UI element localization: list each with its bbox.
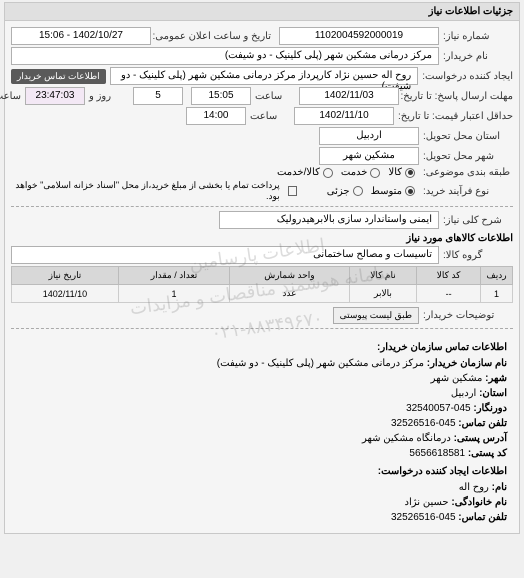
time-remain-label: ساعت باقی مانده [0, 91, 21, 102]
valid-time-field: 14:00 [186, 107, 246, 125]
creator-title: اطلاعات ایجاد کننده درخواست: [17, 464, 507, 479]
pay-label: نوع فرآیند خرید: [423, 186, 513, 197]
attach-button[interactable]: طبق لیست پیوستی [333, 307, 419, 324]
col-code: کد کالا [417, 267, 481, 285]
col-name: نام کالا [349, 267, 417, 285]
main-panel: جزئیات اطلاعات نیاز شماره نیاز: 11020045… [4, 2, 520, 534]
cell-date: 1402/11/10 [12, 285, 119, 303]
days-remain-field: 5 [133, 87, 183, 105]
postcode-label: کد پستی: [468, 448, 507, 459]
org-label: نام سازمان خریدار: [427, 358, 507, 369]
table-row: 1 -- بالابر عدد 1 1402/11/10 [12, 285, 513, 303]
phone-label: تلفن تماس: [458, 418, 507, 429]
cell-index: 1 [481, 285, 513, 303]
notes-label: توضیحات خریدار: [423, 310, 513, 321]
pay-check-label: پرداخت تمام یا بخشی از مبلغ خرید،از محل … [11, 180, 280, 202]
pay-checkbox[interactable] [288, 186, 298, 196]
phone-value: 045-32526516 [391, 418, 456, 429]
panel-title: جزئیات اطلاعات نیاز [5, 3, 519, 21]
fax-label: دورنگار: [473, 403, 507, 414]
address-value: درمانگاه مشکین شهر [362, 433, 451, 444]
first-value: روح اله [459, 482, 489, 493]
pay-opt-0[interactable]: متوسط [371, 186, 415, 197]
items-title: اطلاعات کالاهای مورد نیاز [11, 233, 513, 244]
contact-title: اطلاعات تماس سازمان خریدار: [17, 340, 507, 355]
radio-icon [353, 186, 363, 196]
valid-time-label: ساعت [250, 111, 290, 122]
pay-opt-1[interactable]: جزئی [327, 186, 363, 197]
creator-label: ایجاد کننده درخواست: [422, 71, 513, 82]
contact-province-label: استان: [479, 388, 507, 399]
time-remain-field: 23:47:03 [25, 87, 85, 105]
org-value: مرکز درمانی مشکین شهر (پلی کلینیک - دو ش… [217, 358, 424, 369]
cat-opt-2[interactable]: کالا/خدمت [277, 167, 333, 178]
cell-qty: 1 [118, 285, 229, 303]
group-field: تاسیسات و مصالح ساختمانی [11, 246, 439, 264]
cat-opt-0[interactable]: کالا [388, 167, 415, 178]
announce-field: 1402/10/27 - 15:06 [11, 27, 151, 45]
valid-label: حداقل اعتبار قیمت: تا تاریخ: [398, 111, 513, 122]
last-label: نام خانوادگی: [451, 497, 507, 508]
table-header-row: ردیف کد کالا نام کالا واحد شمارش تعداد /… [12, 267, 513, 285]
deadline-date-field: 1402/11/03 [299, 87, 399, 105]
cphone-value: 045-32526516 [391, 512, 456, 523]
days-remain-label: روز و [89, 91, 129, 102]
cell-name: بالابر [349, 285, 417, 303]
deadline-time-field: 15:05 [191, 87, 251, 105]
request-no-field: 1102004592000019 [279, 27, 439, 45]
deadline-label: مهلت ارسال پاسخ: تا تاریخ: [403, 91, 513, 102]
cphone-label: تلفن تماس: [458, 512, 507, 523]
postcode-value: 5656618581 [409, 448, 465, 459]
separator [11, 328, 513, 329]
radio-icon [405, 168, 415, 178]
radio-icon [323, 168, 333, 178]
items-table: ردیف کد کالا نام کالا واحد شمارش تعداد /… [11, 266, 513, 303]
creator-field: روح اله حسین نژاد کارپرداز مرکز درمانی م… [110, 67, 419, 85]
buyer-name-label: نام خریدار: [443, 51, 513, 62]
radio-icon [405, 186, 415, 196]
desc-label: شرح کلی نیاز: [443, 215, 513, 226]
contact-province-value: اردبیل [451, 388, 476, 399]
col-unit: واحد شمارش [230, 267, 349, 285]
contact-city-label: شهر: [485, 373, 507, 384]
separator [11, 206, 513, 207]
last-value: حسین نژاد [405, 497, 449, 508]
contact-city-value: مشکین شهر [431, 373, 483, 384]
contact-badge[interactable]: اطلاعات تماس خریدار [11, 69, 106, 84]
col-qty: تعداد / مقدار [118, 267, 229, 285]
province-label: استان محل تحویل: [423, 131, 513, 142]
radio-icon [370, 168, 380, 178]
province-field: اردبیل [319, 127, 419, 145]
cell-unit: عدد [230, 285, 349, 303]
col-index: ردیف [481, 267, 513, 285]
city-label: شهر محل تحویل: [423, 151, 513, 162]
cat-opt-1[interactable]: خدمت [341, 167, 381, 178]
valid-date-field: 1402/11/10 [294, 107, 394, 125]
city-field: مشکین شهر [319, 147, 419, 165]
request-no-label: شماره نیاز: [443, 31, 513, 42]
group-label: گروه کالا: [443, 250, 513, 261]
desc-field: ایمنی واستاندارد سازی بالابرهیدرولیک [219, 211, 439, 229]
first-label: نام: [492, 482, 507, 493]
fax-value: 045-32540057 [406, 403, 471, 414]
col-date: تاریخ نیاز [12, 267, 119, 285]
address-label: آدرس پستی: [454, 433, 507, 444]
buyer-name-field: مرکز درمانی مشکین شهر (پلی کلینیک - دو ش… [11, 47, 439, 65]
category-label: طبقه بندی موضوعی: [423, 167, 513, 178]
contact-block: اطلاعات تماس سازمان خریدار: نام سازمان خ… [11, 333, 513, 529]
announce-label: تاریخ و ساعت اعلان عمومی: [155, 31, 271, 42]
deadline-time-label: ساعت [255, 91, 295, 102]
cell-code: -- [417, 285, 481, 303]
